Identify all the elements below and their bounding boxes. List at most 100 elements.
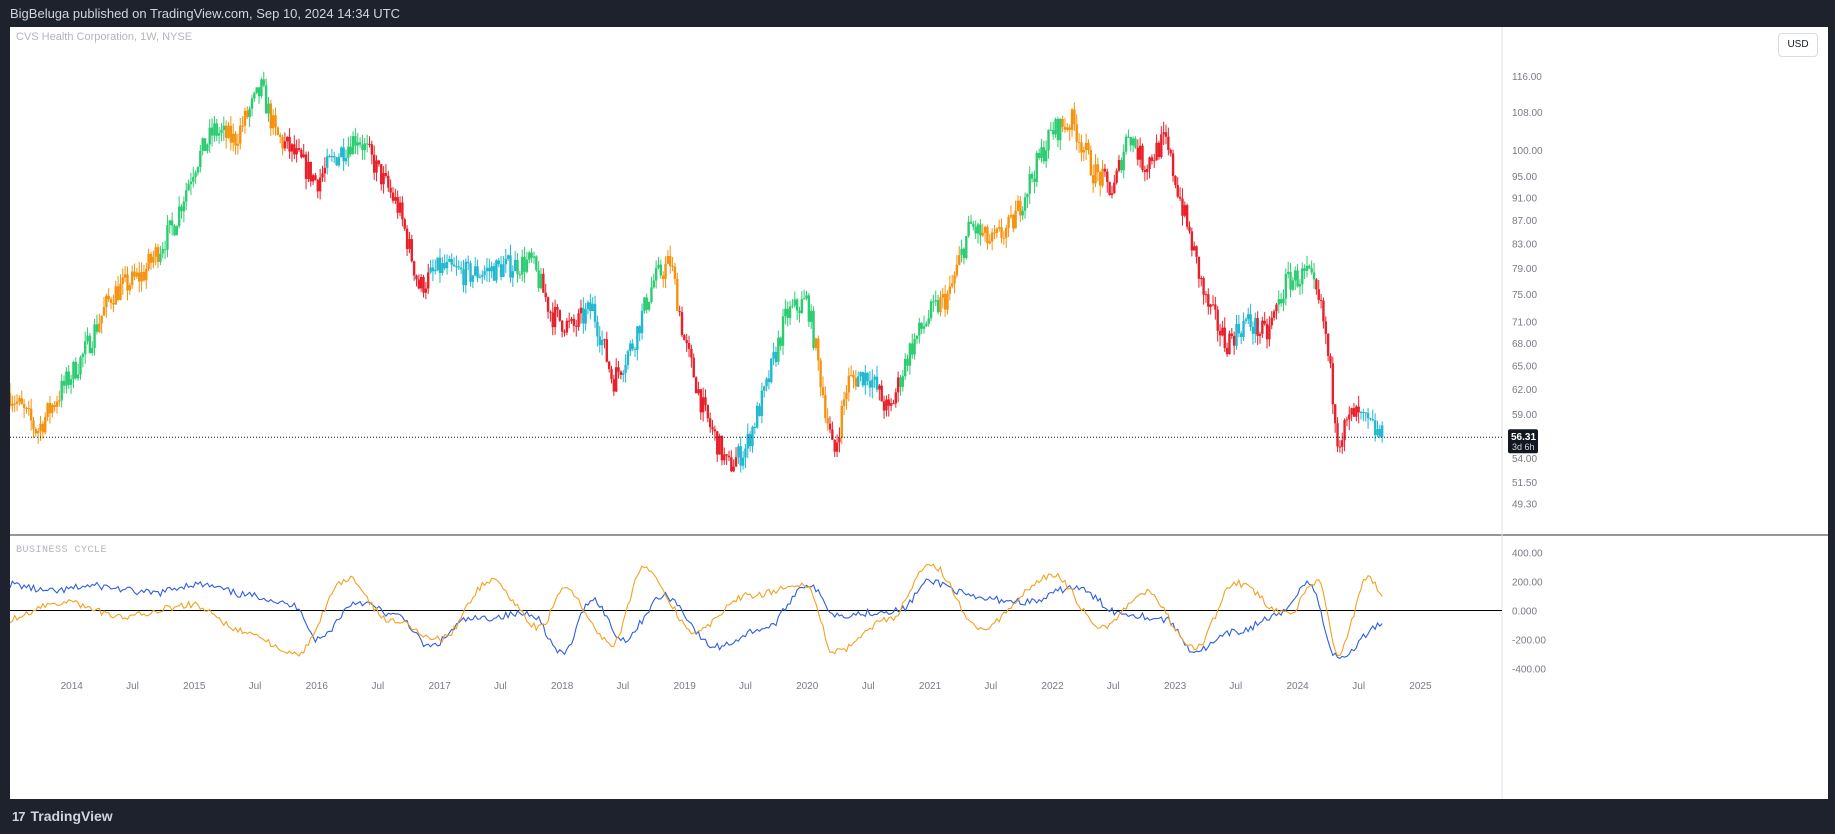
oscillator-tick-label: 400.00 — [1512, 549, 1543, 560]
candle-body — [786, 308, 789, 318]
candle-body — [1190, 231, 1194, 251]
chart-canvas[interactable]: CVS Health Corporation, 1W, NYSE BUSINESS… — [10, 27, 1828, 799]
candle-body — [1284, 273, 1288, 299]
footer-bar: 17 TradingView — [0, 799, 1835, 834]
candle-body — [960, 248, 963, 256]
candle-body — [1305, 265, 1309, 271]
candle-body — [53, 404, 56, 407]
candle-body — [929, 301, 933, 319]
candle-body — [1059, 119, 1062, 141]
candle-body — [894, 392, 898, 404]
candle-body — [1366, 412, 1370, 419]
candle-body — [643, 297, 646, 311]
x-tick-label: 2017 — [429, 681, 452, 692]
candle-body — [502, 264, 505, 277]
candle-body — [1195, 246, 1198, 257]
candle-body — [365, 143, 369, 145]
price-tick-label: 95.00 — [1512, 172, 1537, 183]
candle-body — [255, 87, 258, 93]
candle-body — [1005, 227, 1008, 238]
tradingview-logo[interactable]: 17 TradingView — [12, 808, 113, 824]
candles — [10, 71, 1384, 473]
candle-body — [316, 180, 319, 192]
candle-body — [513, 259, 517, 272]
candle-body — [802, 298, 806, 300]
candle-body — [441, 263, 444, 273]
candle-body — [1117, 160, 1121, 171]
candle-body — [607, 361, 611, 370]
candle-body — [906, 358, 909, 366]
candle-body — [10, 393, 12, 406]
candle-body — [424, 288, 428, 293]
price-tick-label: 59.00 — [1512, 410, 1537, 421]
candle-body — [704, 397, 707, 406]
candle-body — [1167, 136, 1170, 151]
candle-body — [1371, 419, 1374, 421]
candle-body — [62, 380, 66, 386]
price-tick-label: 91.00 — [1512, 193, 1537, 204]
candle-body — [1200, 278, 1203, 280]
candle-body — [466, 261, 470, 264]
candle-body — [351, 136, 355, 155]
candle-body — [537, 270, 540, 289]
candle-body — [419, 277, 423, 289]
candle-body — [130, 271, 134, 286]
candle-body — [596, 321, 599, 337]
candle-body — [1096, 164, 1100, 173]
candle-body — [121, 277, 124, 284]
candle-body — [1115, 170, 1118, 183]
candle-body — [671, 266, 674, 268]
candle-body — [382, 173, 385, 185]
candle-body — [140, 271, 143, 282]
candle-body — [575, 325, 578, 327]
candle-body — [412, 261, 416, 276]
candle-body — [1202, 278, 1205, 295]
candle-body — [159, 253, 162, 262]
candle-body — [1042, 147, 1046, 162]
candle-body — [349, 146, 352, 155]
candle-body — [918, 322, 921, 336]
candle-body — [525, 259, 529, 272]
candle-body — [1376, 429, 1379, 436]
candle-body — [1291, 280, 1295, 290]
candle-body — [1341, 440, 1344, 447]
candle-body — [560, 320, 564, 332]
candle-body — [142, 271, 146, 281]
candle-body — [51, 404, 54, 414]
candle-body — [570, 318, 573, 321]
candle-body — [309, 161, 312, 182]
candle-body — [18, 398, 21, 402]
candle-body — [1049, 129, 1053, 131]
candle-body — [1322, 300, 1325, 322]
candle-body — [239, 125, 242, 144]
candle-body — [415, 275, 418, 280]
candle-body — [485, 267, 489, 272]
candle-body — [716, 431, 719, 455]
candle-body — [849, 374, 853, 376]
candle-body — [481, 275, 484, 277]
candle-body — [304, 154, 308, 179]
candle-body — [1193, 246, 1196, 251]
candle-body — [321, 173, 324, 178]
candle-body — [394, 197, 397, 201]
price-tick-label: 83.00 — [1512, 239, 1537, 250]
candle-body — [619, 371, 623, 375]
candle-body — [1155, 142, 1158, 161]
candle-body — [1261, 320, 1264, 334]
candle-body — [744, 448, 747, 458]
candle-body — [577, 313, 580, 327]
currency-button[interactable]: USD — [1778, 33, 1818, 57]
candle-body — [584, 309, 587, 324]
price-tick-label: 51.50 — [1512, 478, 1537, 489]
candle-body — [217, 133, 221, 136]
candle-body — [311, 175, 315, 182]
candle-body — [504, 258, 507, 265]
candle-body — [694, 377, 698, 394]
candle-body — [1129, 137, 1132, 146]
candle-body — [1134, 138, 1137, 148]
candle-body — [344, 157, 348, 162]
candle-body — [1338, 446, 1342, 448]
candle-body — [55, 401, 59, 407]
candle-body — [166, 225, 169, 250]
candle-body — [563, 331, 566, 333]
